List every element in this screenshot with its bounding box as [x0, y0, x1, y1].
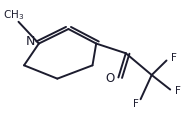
Text: F: F	[171, 53, 177, 63]
Text: CH$_3$: CH$_3$	[3, 8, 24, 22]
Text: O: O	[105, 72, 115, 85]
Text: F: F	[133, 99, 139, 109]
Text: F: F	[175, 86, 181, 96]
Text: N: N	[26, 35, 35, 48]
